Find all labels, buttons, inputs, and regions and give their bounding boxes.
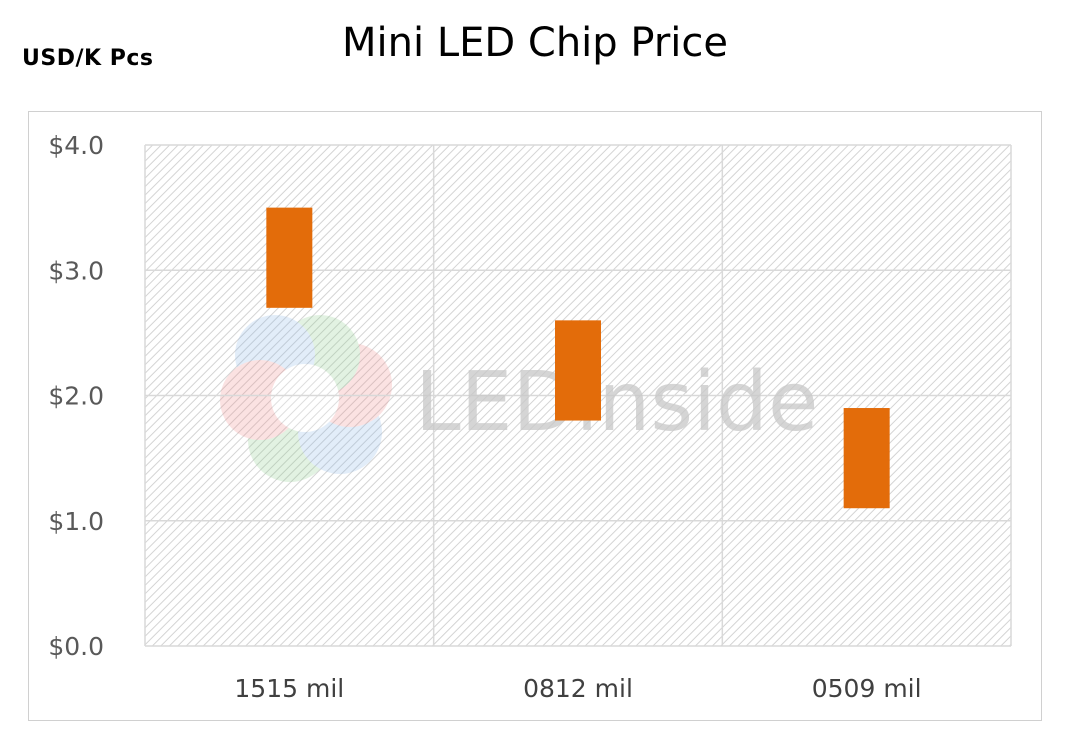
y-tick-label: $2.0 — [48, 382, 104, 411]
ledinside-logo-watermark — [220, 315, 392, 482]
price-range-bar — [843, 408, 890, 509]
chart-frame — [28, 111, 1042, 721]
x-tick-label: 0812 mil — [523, 674, 633, 703]
y-tick-label: $3.0 — [48, 256, 104, 285]
watermark-text: LEDinside — [415, 355, 818, 450]
y-tick-label: $1.0 — [48, 507, 104, 536]
price-range-bar — [555, 320, 601, 421]
x-tick-label: 0509 mil — [812, 674, 922, 703]
y-tick-label: $0.0 — [48, 632, 104, 661]
chart-title: Mini LED Chip Price — [342, 20, 728, 66]
x-tick-label: 1515 mil — [234, 674, 344, 703]
price-range-bar — [266, 207, 313, 308]
y-axis-unit-label: USD/K Pcs — [22, 46, 154, 71]
y-tick-label: $4.0 — [48, 131, 104, 160]
